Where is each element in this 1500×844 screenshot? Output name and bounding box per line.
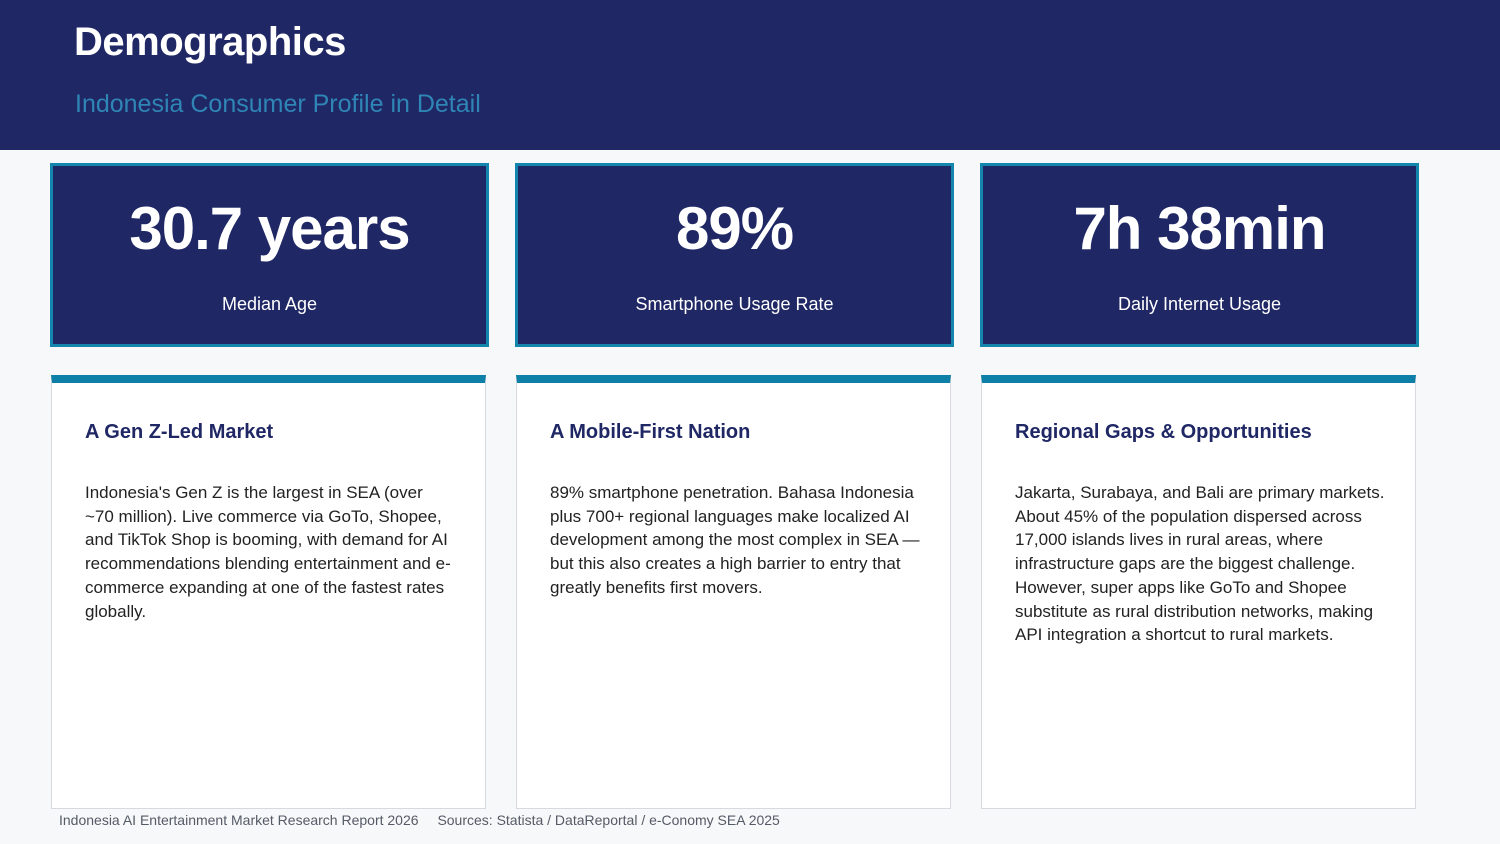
header-banner: Demographics Indonesia Consumer Profile … xyxy=(0,0,1500,150)
page-title: Demographics xyxy=(74,20,346,64)
info-card-regional-gaps: Regional Gaps & Opportunities Jakarta, S… xyxy=(981,375,1416,809)
stat-label: Smartphone Usage Rate xyxy=(635,294,834,314)
info-card-body: 89% smartphone penetration. Bahasa Indon… xyxy=(550,483,920,597)
info-card-gen-z: A Gen Z-Led Market Indonesia's Gen Z is … xyxy=(51,375,486,809)
stat-label: Median Age xyxy=(221,294,318,314)
page-subtitle: Indonesia Consumer Profile in Detail xyxy=(75,90,481,118)
info-card-title: Regional Gaps & Opportunities xyxy=(1015,421,1312,443)
footer: Indonesia AI Entertainment Market Resear… xyxy=(59,812,780,828)
stat-value: 7h 38min xyxy=(1073,195,1326,262)
info-card-body: Indonesia's Gen Z is the largest in SEA … xyxy=(85,483,451,621)
stat-card-internet-usage: 7h 38min Daily Internet Usage xyxy=(980,163,1419,347)
stat-card-smartphone-usage: 89% Smartphone Usage Rate xyxy=(515,163,954,347)
stat-value: 89% xyxy=(675,195,794,262)
info-card-mobile-first: A Mobile-First Nation 89% smartphone pen… xyxy=(516,375,951,809)
info-card-title: A Gen Z-Led Market xyxy=(85,421,274,443)
footer-sources: Sources: Statista / DataReportal / e-Con… xyxy=(437,812,780,828)
footer-report-name: Indonesia AI Entertainment Market Resear… xyxy=(59,812,419,828)
stat-label: Daily Internet Usage xyxy=(1117,294,1282,314)
stat-card-median-age: 30.7 years Median Age xyxy=(50,163,489,347)
info-card-title: A Mobile-First Nation xyxy=(550,421,751,443)
info-card-body: Jakarta, Surabaya, and Bali are primary … xyxy=(1015,483,1385,645)
stat-value: 30.7 years xyxy=(129,195,410,262)
